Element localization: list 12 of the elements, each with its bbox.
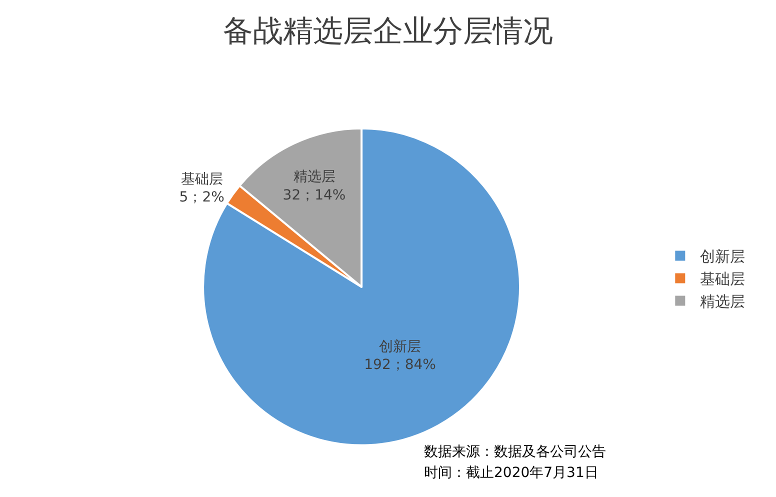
slice-label: 创新层 bbox=[379, 338, 422, 355]
chart-title: 备战精选层企业分层情况 bbox=[223, 14, 553, 49]
slice-label: 精选层 bbox=[293, 169, 336, 186]
slice-label: 基础层 bbox=[180, 171, 223, 188]
text: 时间：截止2020年7月31日 bbox=[424, 465, 598, 481]
data-label: 32；14% bbox=[282, 187, 346, 204]
legend-label: 精选层 bbox=[700, 292, 746, 311]
source-note: 数据来源：数据及各公司公告 bbox=[424, 444, 606, 460]
legend-label: 基础层 bbox=[700, 270, 746, 288]
data-label: 192；84% bbox=[364, 357, 436, 374]
data-label: 5；2% bbox=[179, 189, 224, 206]
legend-label: 创新层 bbox=[700, 248, 746, 266]
